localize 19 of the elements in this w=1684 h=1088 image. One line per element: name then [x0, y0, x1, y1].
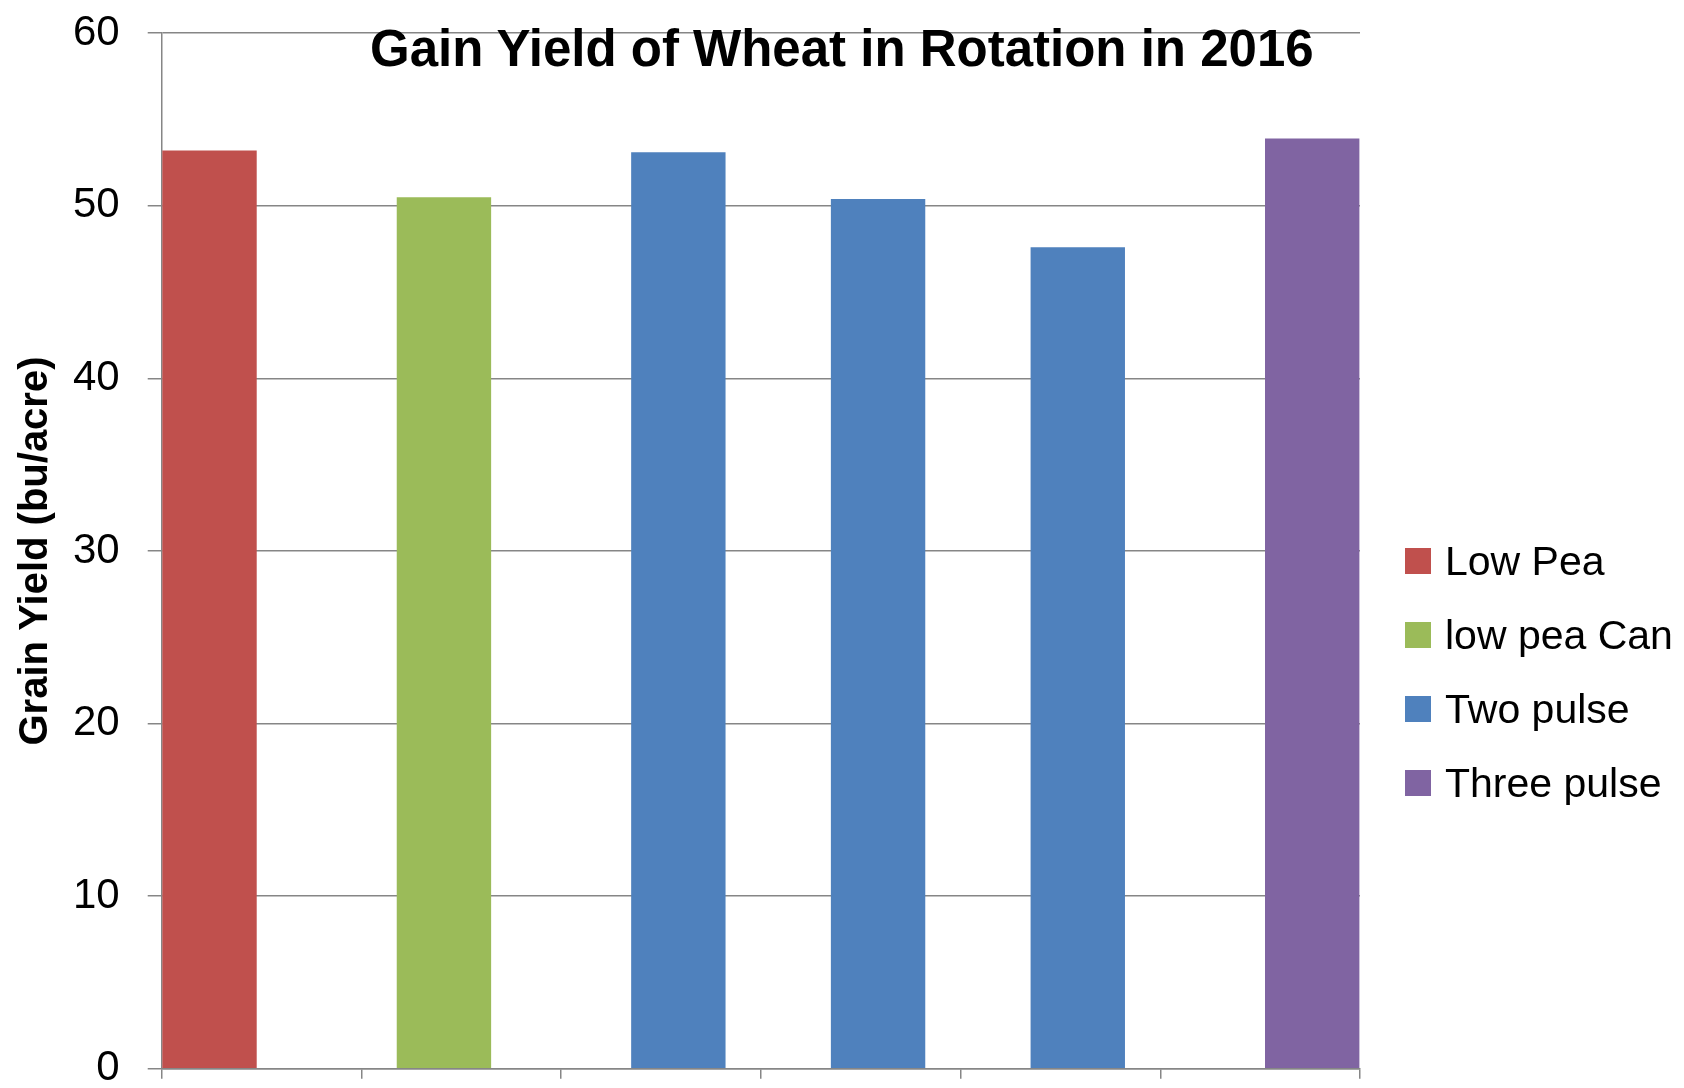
bar	[830, 198, 926, 1069]
y-tick-label: 0	[96, 1042, 120, 1088]
legend-label: low pea Can	[1445, 612, 1673, 658]
legend-label: Three pulse	[1445, 760, 1662, 806]
legend-label: Two pulse	[1445, 686, 1630, 732]
y-tick-label: 10	[73, 869, 120, 917]
bar	[162, 150, 257, 1069]
bar	[1030, 247, 1125, 1069]
y-tick-label: 40	[73, 351, 120, 399]
bar	[396, 197, 492, 1069]
y-tick-label: 30	[73, 524, 120, 572]
y-axis-title: Grain Yield (bu/acre)	[11, 356, 56, 746]
y-tick-label: 50	[73, 179, 120, 227]
bar	[631, 152, 726, 1069]
legend-label: Low Pea	[1445, 538, 1605, 584]
chart-title: Gain Yield of Wheat in Rotation in 2016	[370, 20, 1314, 78]
bar	[1265, 138, 1360, 1069]
y-tick-label: 60	[73, 6, 120, 54]
y-tick-label: 20	[73, 697, 120, 745]
